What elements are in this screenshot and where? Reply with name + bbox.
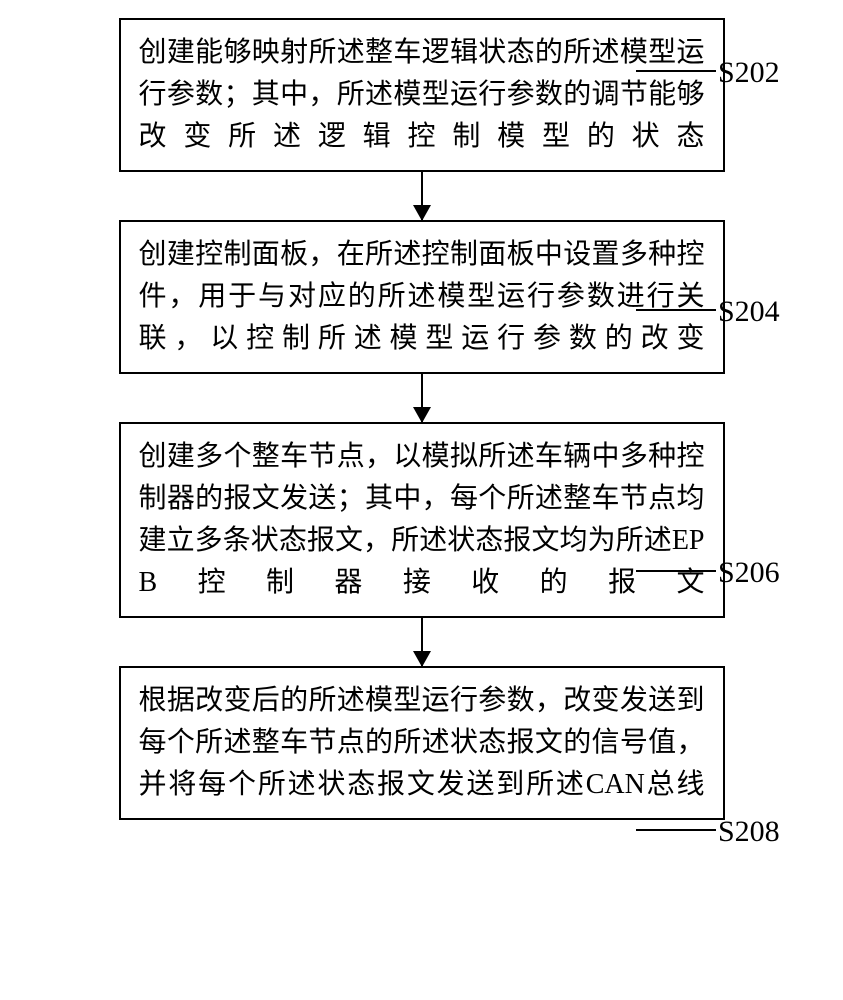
flow-step-1-text: 创建能够映射所述整车逻辑状态的所述模型运行参数；其中，所述模型运行参数的调节能够… [139,32,705,158]
flow-step-4: 根据改变后的所述模型运行参数，改变发送到每个所述整车节点的所述状态报文的信号值，… [119,666,725,820]
step-label-2: S204 [718,295,780,329]
flow-step-3: 创建多个整车节点，以模拟所述车辆中多种控制器的报文发送；其中，每个所述整车节点均… [119,422,725,618]
flowchart-container: 创建能够映射所述整车逻辑状态的所述模型运行参数；其中，所述模型运行参数的调节能够… [0,0,843,820]
arrow-1 [421,172,423,220]
flow-step-4-text: 根据改变后的所述模型运行参数，改变发送到每个所述整车节点的所述状态报文的信号值，… [139,680,705,806]
connector-line-4 [636,829,716,831]
connector-line-2 [636,309,716,311]
arrow-3 [421,618,423,666]
flow-step-1: 创建能够映射所述整车逻辑状态的所述模型运行参数；其中，所述模型运行参数的调节能够… [119,18,725,172]
flow-step-3-text: 创建多个整车节点，以模拟所述车辆中多种控制器的报文发送；其中，每个所述整车节点均… [139,436,705,604]
arrow-2 [421,374,423,422]
connector-line-3 [636,570,716,572]
step-label-4: S208 [718,815,780,849]
flow-step-2: 创建控制面板，在所述控制面板中设置多种控件，用于与对应的所述模型运行参数进行关联… [119,220,725,374]
step-label-1: S202 [718,56,780,90]
step-label-3: S206 [718,556,780,590]
flow-step-2-text: 创建控制面板，在所述控制面板中设置多种控件，用于与对应的所述模型运行参数进行关联… [139,234,705,360]
connector-line-1 [636,70,716,72]
